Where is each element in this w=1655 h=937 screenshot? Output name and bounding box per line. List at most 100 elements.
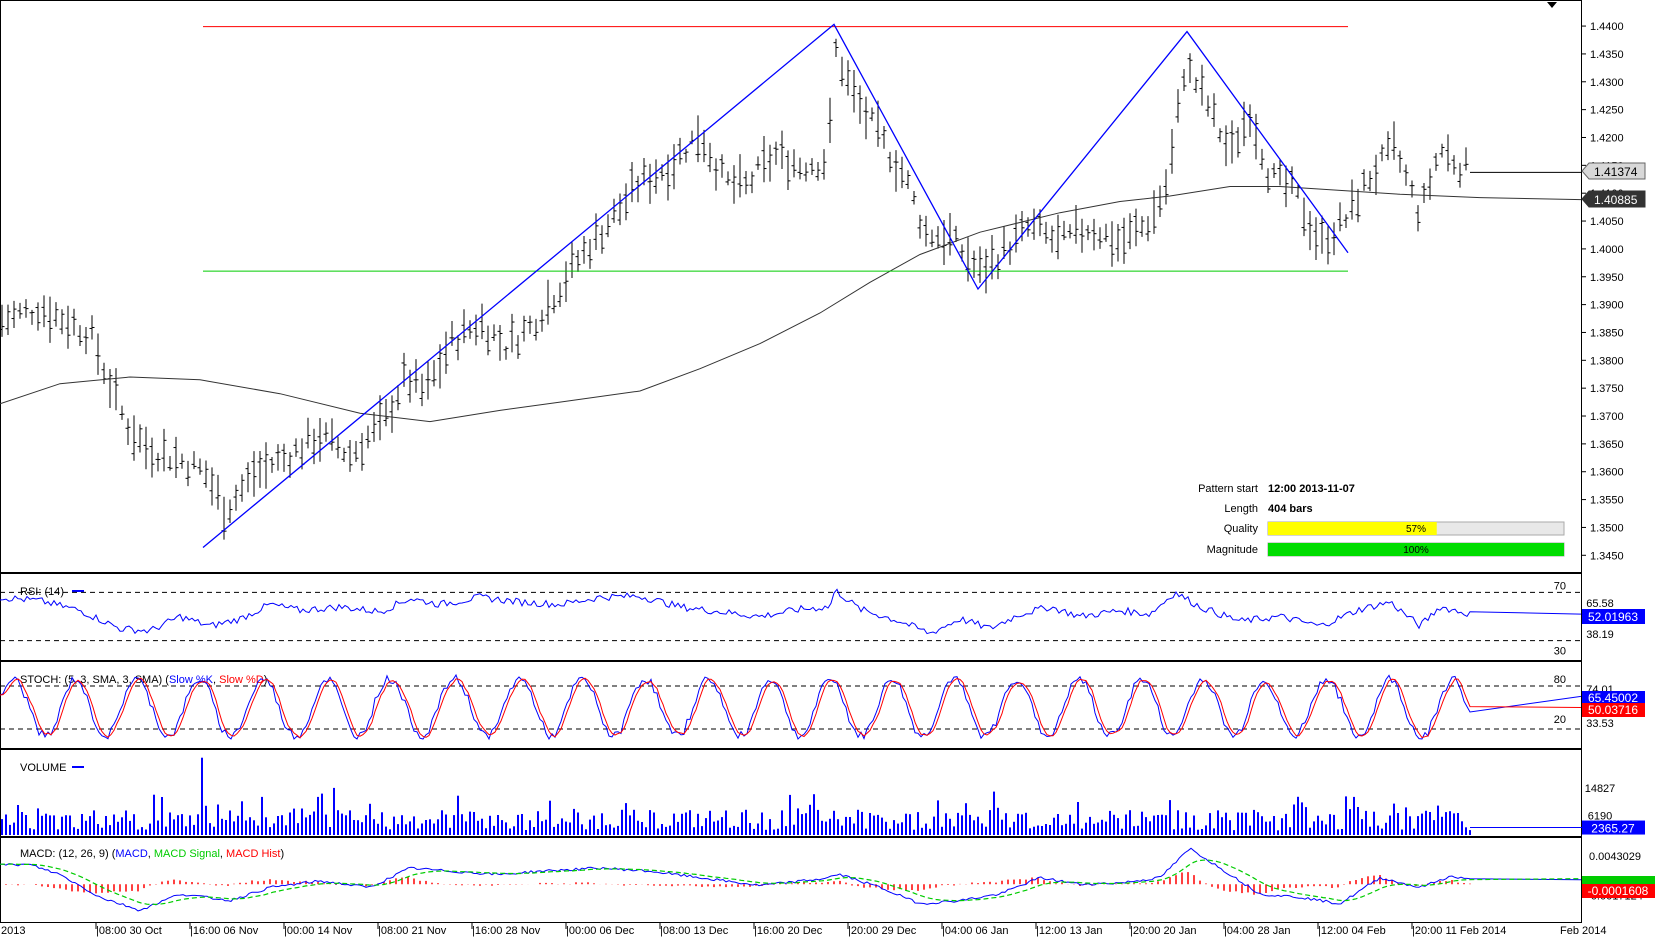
time-tick-label: |20:00 29 Dec — [848, 925, 917, 937]
magnitude-bar-fill — [1268, 543, 1564, 556]
macd-line — [0, 847, 1582, 912]
pattern-start-label: Pattern start — [1198, 483, 1258, 495]
time-tick-label: |20:00 20 Jan — [1130, 925, 1196, 937]
price-panel: 1.44001.43501.43001.42501.42001.41501.41… — [0, 0, 1646, 573]
pattern-info: Pattern start 12:00 2013-11-07 Length 40… — [1198, 483, 1565, 557]
rsi-line — [0, 588, 1582, 635]
price-tick-label: 1.3800 — [1590, 355, 1624, 367]
price-tick-label: 1.3550 — [1590, 495, 1624, 507]
ohlc-bars — [0, 38, 1582, 540]
time-tick-label: |04:00 28 Jan — [1224, 925, 1290, 937]
stoch-panel-frame — [0, 661, 1582, 749]
time-tick-label: Feb 2014 — [1560, 925, 1606, 937]
time-tick-label: |04:00 06 Jan — [942, 925, 1008, 937]
price-tick-label: 1.3900 — [1590, 300, 1624, 312]
macd-legend-macd: MACD — [115, 848, 147, 860]
ma-price-label: 1.40885 — [1581, 190, 1646, 208]
stoch-tick-lower: 33.53 — [1586, 718, 1614, 730]
stoch-panel: STOCH: (5, 3, SMA, 3, SMA) (Slow %K, Slo… — [0, 661, 1645, 749]
current-price-label: 1.41374 — [1581, 162, 1646, 180]
stoch-k-current-box — [1582, 691, 1645, 705]
price-panel-frame — [0, 0, 1582, 573]
rsi-title: RSI: (14) — [20, 586, 64, 598]
time-tick-label: 2013 — [1, 925, 25, 937]
magnitude-label: Magnitude — [1207, 544, 1258, 556]
price-tick-label: 1.3600 — [1590, 467, 1624, 479]
macd-panel: MACD: (12, 26, 9) (MACD, MACD Signal, MA… — [0, 837, 1655, 923]
time-tick-label: |00:00 06 Dec — [566, 925, 635, 937]
price-tick-label: 1.4000 — [1590, 244, 1624, 256]
quality-value: 57% — [1406, 524, 1426, 535]
price-tick-label: 1.4250 — [1590, 105, 1624, 117]
macd-tick-upper: 0.0043029 — [1589, 851, 1641, 863]
ma-price-box — [1581, 190, 1646, 208]
rsi-level-30-label: 30 — [1554, 646, 1566, 658]
pattern-zigzag-line — [202, 23, 1349, 549]
macd-hist-current-value: -0.0001608 — [1588, 884, 1649, 898]
volume-bars — [1, 757, 1471, 835]
volume-current-box — [1582, 820, 1645, 835]
rsi-current-value: 52.01963 — [1588, 610, 1638, 624]
rsi-panel: RSI: (14) 70 30 65.58 38.19 52.01963 — [0, 573, 1645, 661]
macd-legend-signal: MACD Signal — [154, 848, 220, 860]
rsi-panel-frame — [0, 573, 1582, 661]
macd-title: MACD: (12, 26, 9) (MACD, MACD Signal, MA… — [20, 848, 284, 860]
moving-average-line — [0, 186, 1481, 423]
rsi-tick-lower: 38.19 — [1586, 629, 1614, 641]
stoch-title-prefix: STOCH: (5, 3, SMA, 3, SMA) — [20, 674, 162, 686]
pattern-start-value: 12:00 2013-11-07 — [1268, 483, 1355, 495]
macd-legend-hist: MACD Hist — [226, 848, 280, 860]
length-value: 404 bars — [1268, 503, 1313, 515]
ma-price-value: 1.40885 — [1594, 193, 1638, 207]
stoch-k-current-value: 65.45002 — [1588, 691, 1638, 705]
price-tick-label: 1.4050 — [1590, 216, 1624, 228]
price-tick-label: 1.3500 — [1590, 522, 1624, 534]
current-price-value: 1.41374 — [1594, 165, 1638, 179]
volume-current-value: 2365.27 — [1591, 822, 1635, 836]
volume-tick-lower: 6190 — [1588, 810, 1612, 822]
volume-panel-frame — [0, 749, 1582, 837]
length-label: Length — [1224, 503, 1258, 515]
time-tick-label: |20:00 11 Feb 2014 — [1412, 925, 1506, 937]
stoch-d-current-box — [1582, 703, 1645, 717]
ma-extension-line — [1479, 197, 1582, 201]
price-tick-label: 1.3950 — [1590, 272, 1624, 284]
price-tick-label: 1.3650 — [1590, 439, 1624, 451]
time-tick-label: |12:00 13 Jan — [1036, 925, 1102, 937]
time-tick-label: |16:00 20 Dec — [754, 925, 823, 937]
price-tick-label: 1.4400 — [1590, 21, 1624, 33]
macd-title-prefix: MACD: (12, 26, 9) — [20, 848, 109, 860]
price-tick-label: 1.3750 — [1590, 383, 1624, 395]
stoch-level-80-label: 80 — [1554, 674, 1566, 686]
stoch-k-line — [0, 673, 1582, 741]
time-tick-label: |16:00 06 Nov — [190, 925, 259, 937]
macd-hist-current-box — [1582, 884, 1655, 898]
rsi-current-box — [1582, 609, 1645, 624]
price-tick-label: 1.3700 — [1590, 411, 1624, 423]
time-tick-label: |12:00 04 Feb — [1318, 925, 1386, 937]
time-tick-label: |08:00 13 Dec — [660, 925, 729, 937]
rsi-level-70-label: 70 — [1554, 580, 1566, 592]
volume-panel: VOLUME 14827 6190 2365.27 — [0, 749, 1645, 837]
time-axis: 2013 |08:00 30 Oct |16:00 06 Nov |00:00 14 … — [1, 923, 1606, 937]
price-tick-label: 1.3450 — [1590, 550, 1624, 562]
current-price-box — [1581, 162, 1646, 180]
price-tick-label: 1.3850 — [1590, 327, 1624, 339]
stoch-d-current-value: 50.03716 — [1588, 703, 1638, 717]
volume-title: VOLUME — [20, 762, 66, 774]
corner-marker-icon — [1547, 2, 1557, 8]
time-tick-label: |08:00 21 Nov — [378, 925, 447, 937]
magnitude-value: 100% — [1403, 545, 1429, 556]
macd-panel-frame — [0, 837, 1582, 923]
stoch-level-20-label: 20 — [1554, 714, 1566, 726]
time-tick-label: |16:00 28 Nov — [472, 925, 541, 937]
price-tick-label: 1.4350 — [1590, 49, 1624, 61]
price-tick-label: 1.4300 — [1590, 77, 1624, 89]
stoch-d-line — [0, 677, 1582, 739]
stoch-legend-d: Slow %D — [219, 674, 264, 686]
price-tick-label: 1.4200 — [1590, 132, 1624, 144]
quality-bar-fill — [1268, 522, 1437, 535]
macd-signal-line — [0, 859, 1582, 906]
quality-label: Quality — [1224, 523, 1259, 535]
